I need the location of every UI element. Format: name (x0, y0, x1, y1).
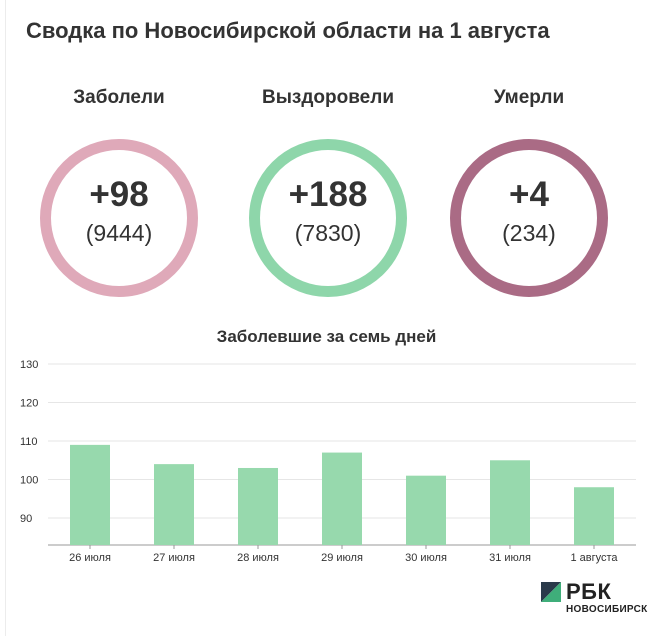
deaths-ring: +4 (234) (450, 139, 608, 297)
deaths-total: (234) (502, 220, 556, 246)
bar-chart: 90 100 110 120 130 26 июля 27 июля 28 июля 29 ию… (20, 359, 636, 564)
stat-deaths: Умерли +4 (234) (449, 87, 609, 297)
stat-recovered: Выздоровели +188 (7830) (248, 87, 408, 297)
stat-infected: Заболели +98 (9444) (39, 87, 199, 297)
y-tick-label: 90 (20, 513, 32, 525)
deaths-delta: +4 (509, 175, 549, 214)
brand-logo: РБК НОВОСИБИРСК (541, 580, 651, 630)
bar (406, 475, 446, 545)
y-tick-label: 130 (20, 359, 38, 371)
recovered-ring: +188 (7830) (249, 139, 407, 297)
brand-mark-icon (541, 582, 561, 602)
page-title: Сводка по Новосибирской области на 1 авг… (26, 18, 550, 43)
bar (238, 467, 278, 545)
y-tick-label: 120 (20, 398, 38, 410)
stat-recovered-label: Выздоровели (261, 87, 395, 108)
x-tick-label: 31 июля (489, 552, 531, 564)
left-border (5, 0, 6, 636)
infected-ring: +98 (9444) (40, 139, 198, 297)
stat-deaths-label: Умерли (493, 87, 565, 108)
recovered-total: (7830) (294, 220, 362, 246)
x-tick-label: 26 июля (69, 552, 111, 564)
bar (70, 444, 110, 545)
bar (154, 464, 194, 545)
recovered-delta: +188 (288, 175, 368, 214)
x-tick-label: 28 июля (237, 552, 279, 564)
bar (322, 452, 362, 545)
x-tick-label: 27 июля (153, 552, 195, 564)
infected-total: (9444) (85, 220, 153, 246)
x-tick-label: 1 августа (570, 552, 618, 564)
infected-delta: +98 (89, 175, 149, 214)
stat-infected-label: Заболели (73, 87, 165, 108)
brand-name: РБК (566, 579, 612, 604)
brand-city: НОВОСИБИРСК (566, 604, 648, 615)
x-tick-label: 29 июля (321, 552, 363, 564)
chart-title: Заболевшие за семь дней (216, 327, 437, 346)
bar (574, 487, 614, 545)
x-tick-label: 30 июля (405, 552, 447, 564)
bar (490, 460, 530, 545)
y-tick-label: 110 (20, 436, 38, 448)
y-tick-label: 100 (20, 475, 38, 487)
